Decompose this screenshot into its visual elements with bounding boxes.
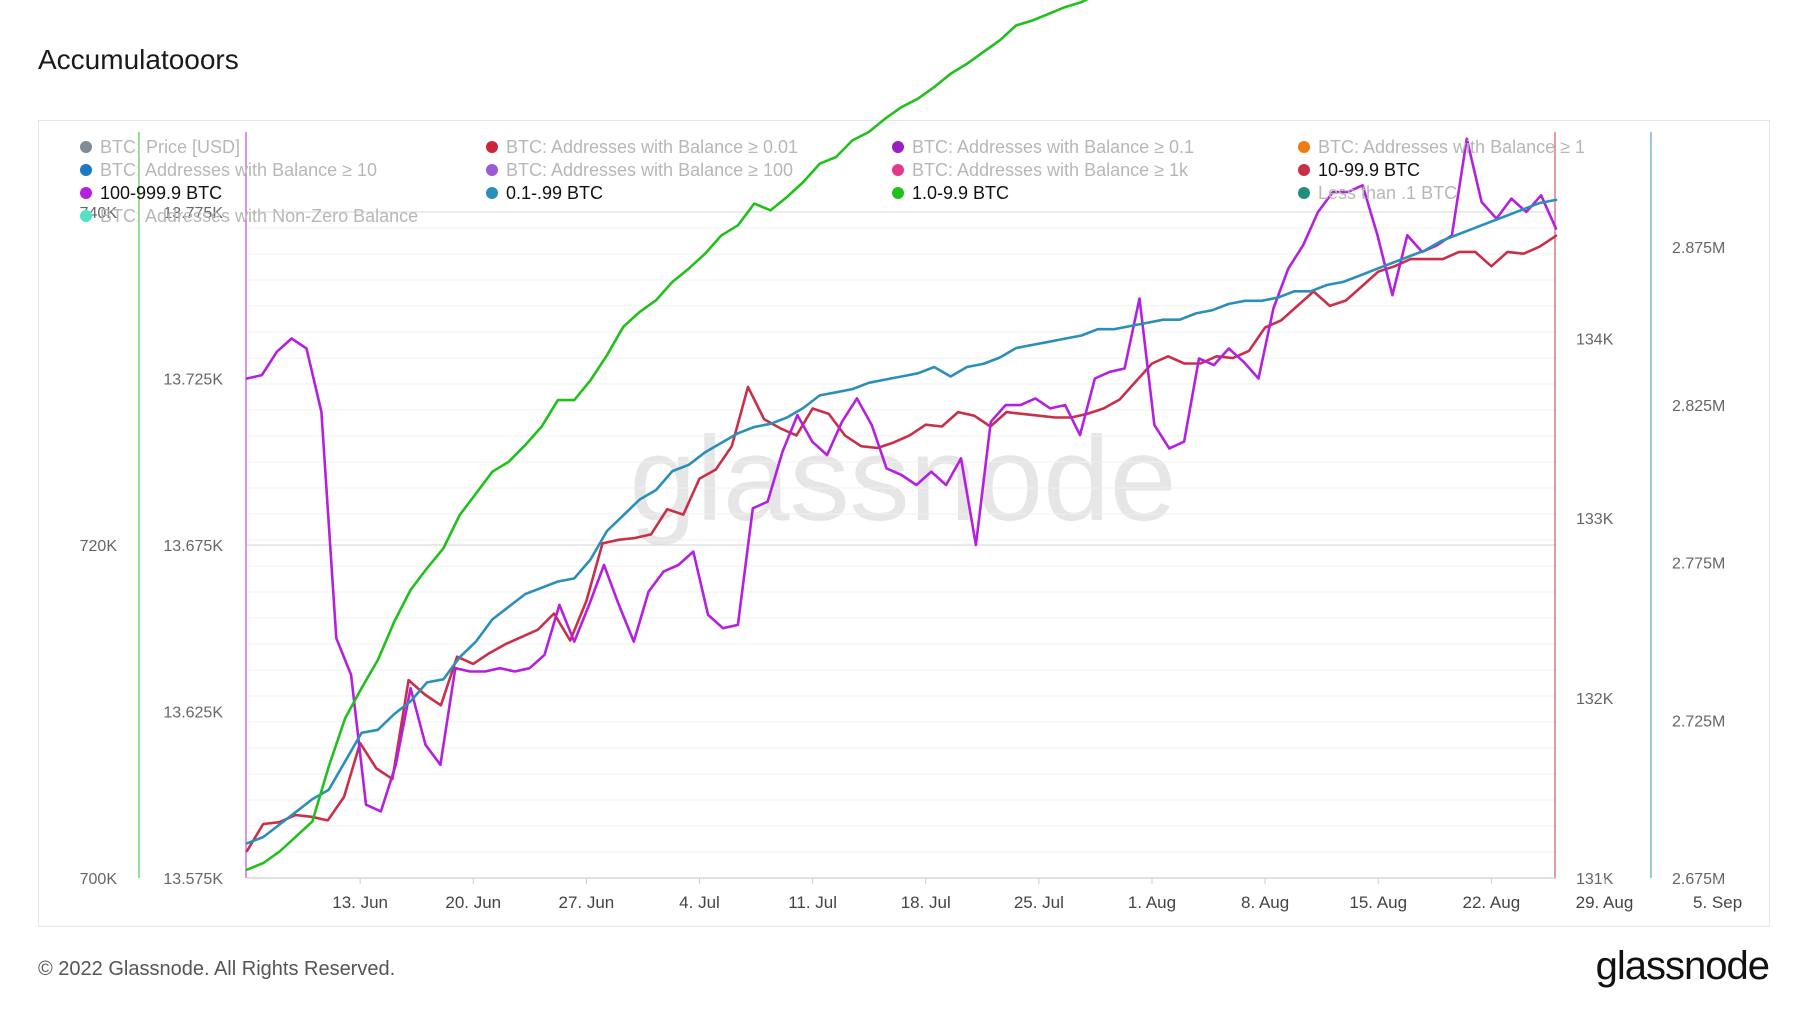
series-line-0-1-99-btc — [245, 198, 1558, 845]
legend: BTC: Price [USD] BTC: Addresses with Bala… — [80, 137, 1640, 226]
legend-marker-icon — [80, 164, 92, 176]
legend-label: BTC: Price [USD] — [100, 137, 241, 157]
x-tick-label: 22. Aug — [1463, 893, 1521, 912]
legend-label: BTC: Addresses with Non-Zero Balance — [100, 206, 419, 226]
y-tick-label: 13.625K — [163, 704, 223, 721]
y-tick-label: 13.725K — [163, 371, 223, 388]
legend-label: BTC: Addresses with Balance ≥ 100 — [506, 160, 794, 180]
series-line-100-999-9-btc — [245, 137, 1558, 813]
y-tick-label: 134K — [1576, 331, 1614, 348]
legend-marker-icon — [486, 141, 498, 153]
legend-marker-icon — [892, 141, 904, 153]
legend-label: Less than .1 BTC — [1318, 183, 1458, 203]
y-tick-label: 2.825M — [1672, 398, 1725, 415]
legend-item[interactable]: Less than .1 BTC — [1298, 183, 1640, 203]
axes: 700K720K740K13.575K13.625K13.675K13.725K… — [80, 132, 1742, 912]
legend-marker-icon — [80, 210, 92, 222]
x-tick-label: 11. Jul — [788, 893, 837, 912]
x-tick-label: 27. Jun — [558, 893, 614, 912]
watermark: glassnode — [629, 412, 1176, 546]
legend-item[interactable]: 10-99.9 BTC — [1298, 160, 1640, 180]
legend-item[interactable]: BTC: Addresses with Balance ≥ 1 — [1298, 137, 1640, 157]
x-tick-label: 1. Aug — [1128, 893, 1176, 912]
legend-marker-icon — [892, 164, 904, 176]
x-tick-label: 20. Jun — [445, 893, 501, 912]
legend-marker-icon — [80, 187, 92, 199]
page-title: Accumulatooors — [38, 44, 239, 75]
legend-item[interactable]: BTC: Addresses with Balance ≥ 10 — [80, 160, 486, 180]
legend-marker-icon — [486, 164, 498, 176]
legend-marker-icon — [1298, 187, 1310, 199]
y-tick-label: 131K — [1576, 871, 1614, 888]
y-tick-label: 2.675M — [1672, 871, 1725, 888]
legend-item[interactable]: BTC: Addresses with Balance ≥ 1k — [892, 160, 1298, 180]
y-tick-label: 13.775K — [163, 205, 223, 222]
grid-lines — [247, 211, 1556, 879]
legend-marker-icon — [486, 187, 498, 199]
legend-item[interactable]: BTC: Addresses with Balance ≥ 0.01 — [486, 137, 892, 157]
legend-marker-icon — [1298, 141, 1310, 153]
legend-item[interactable]: BTC: Price [USD] — [80, 137, 486, 157]
legend-label: 10-99.9 BTC — [1318, 160, 1421, 180]
legend-marker-icon — [1298, 164, 1310, 176]
series-lines — [245, 0, 1558, 872]
legend-label: 0.1-.99 BTC — [506, 183, 604, 203]
legend-label: BTC: Addresses with Balance ≥ 0.1 — [912, 137, 1195, 157]
legend-marker-icon — [80, 141, 92, 153]
x-tick-label: 25. Jul — [1014, 893, 1064, 912]
series-line-1-0-9-9-btc — [245, 0, 1089, 872]
legend-label: 100-999.9 BTC — [100, 183, 223, 203]
legend-label: BTC: Addresses with Balance ≥ 10 — [100, 160, 378, 180]
x-tick-label: 4. Jul — [679, 893, 720, 912]
x-tick-label: 8. Aug — [1241, 893, 1289, 912]
copyright-text: © 2022 Glassnode. All Rights Reserved. — [38, 958, 396, 980]
legend-label: BTC: Addresses with Balance ≥ 0.01 — [506, 137, 799, 157]
y-tick-label: 133K — [1576, 511, 1614, 528]
x-tick-label: 15. Aug — [1349, 893, 1407, 912]
y-tick-label: 13.675K — [163, 538, 223, 555]
legend-label: BTC: Addresses with Balance ≥ 1 — [1318, 137, 1586, 157]
legend-label: BTC: Addresses with Balance ≥ 1k — [912, 160, 1189, 180]
y-tick-label: 720K — [80, 538, 118, 555]
y-tick-label: 2.725M — [1672, 713, 1725, 730]
legend-item[interactable]: BTC: Addresses with Balance ≥ 100 — [486, 160, 892, 180]
x-tick-label: 29. Aug — [1576, 893, 1634, 912]
x-tick-label: 18. Jul — [901, 893, 951, 912]
legend-item[interactable]: 100-999.9 BTC — [80, 183, 486, 203]
y-tick-label: 2.875M — [1672, 240, 1725, 257]
x-tick-label: 13. Jun — [332, 893, 388, 912]
series-line-10-99-9-btc — [245, 234, 1558, 853]
y-tick-label: 13.575K — [163, 871, 223, 888]
y-tick-label: 700K — [80, 871, 118, 888]
y-tick-label: 2.775M — [1672, 556, 1725, 573]
legend-item[interactable]: BTC: Addresses with Non-Zero Balance — [80, 206, 486, 226]
y-tick-label: 132K — [1576, 691, 1614, 708]
glassnode-logo: glassnode — [1595, 944, 1770, 988]
legend-marker-icon — [892, 187, 904, 199]
legend-item[interactable]: 0.1-.99 BTC — [486, 183, 892, 203]
legend-item[interactable]: BTC: Addresses with Balance ≥ 0.1 — [892, 137, 1298, 157]
legend-item[interactable]: 1.0-9.9 BTC — [892, 183, 1298, 203]
legend-label: 1.0-9.9 BTC — [912, 183, 1010, 203]
x-tick-label: 5. Sep — [1693, 893, 1742, 912]
